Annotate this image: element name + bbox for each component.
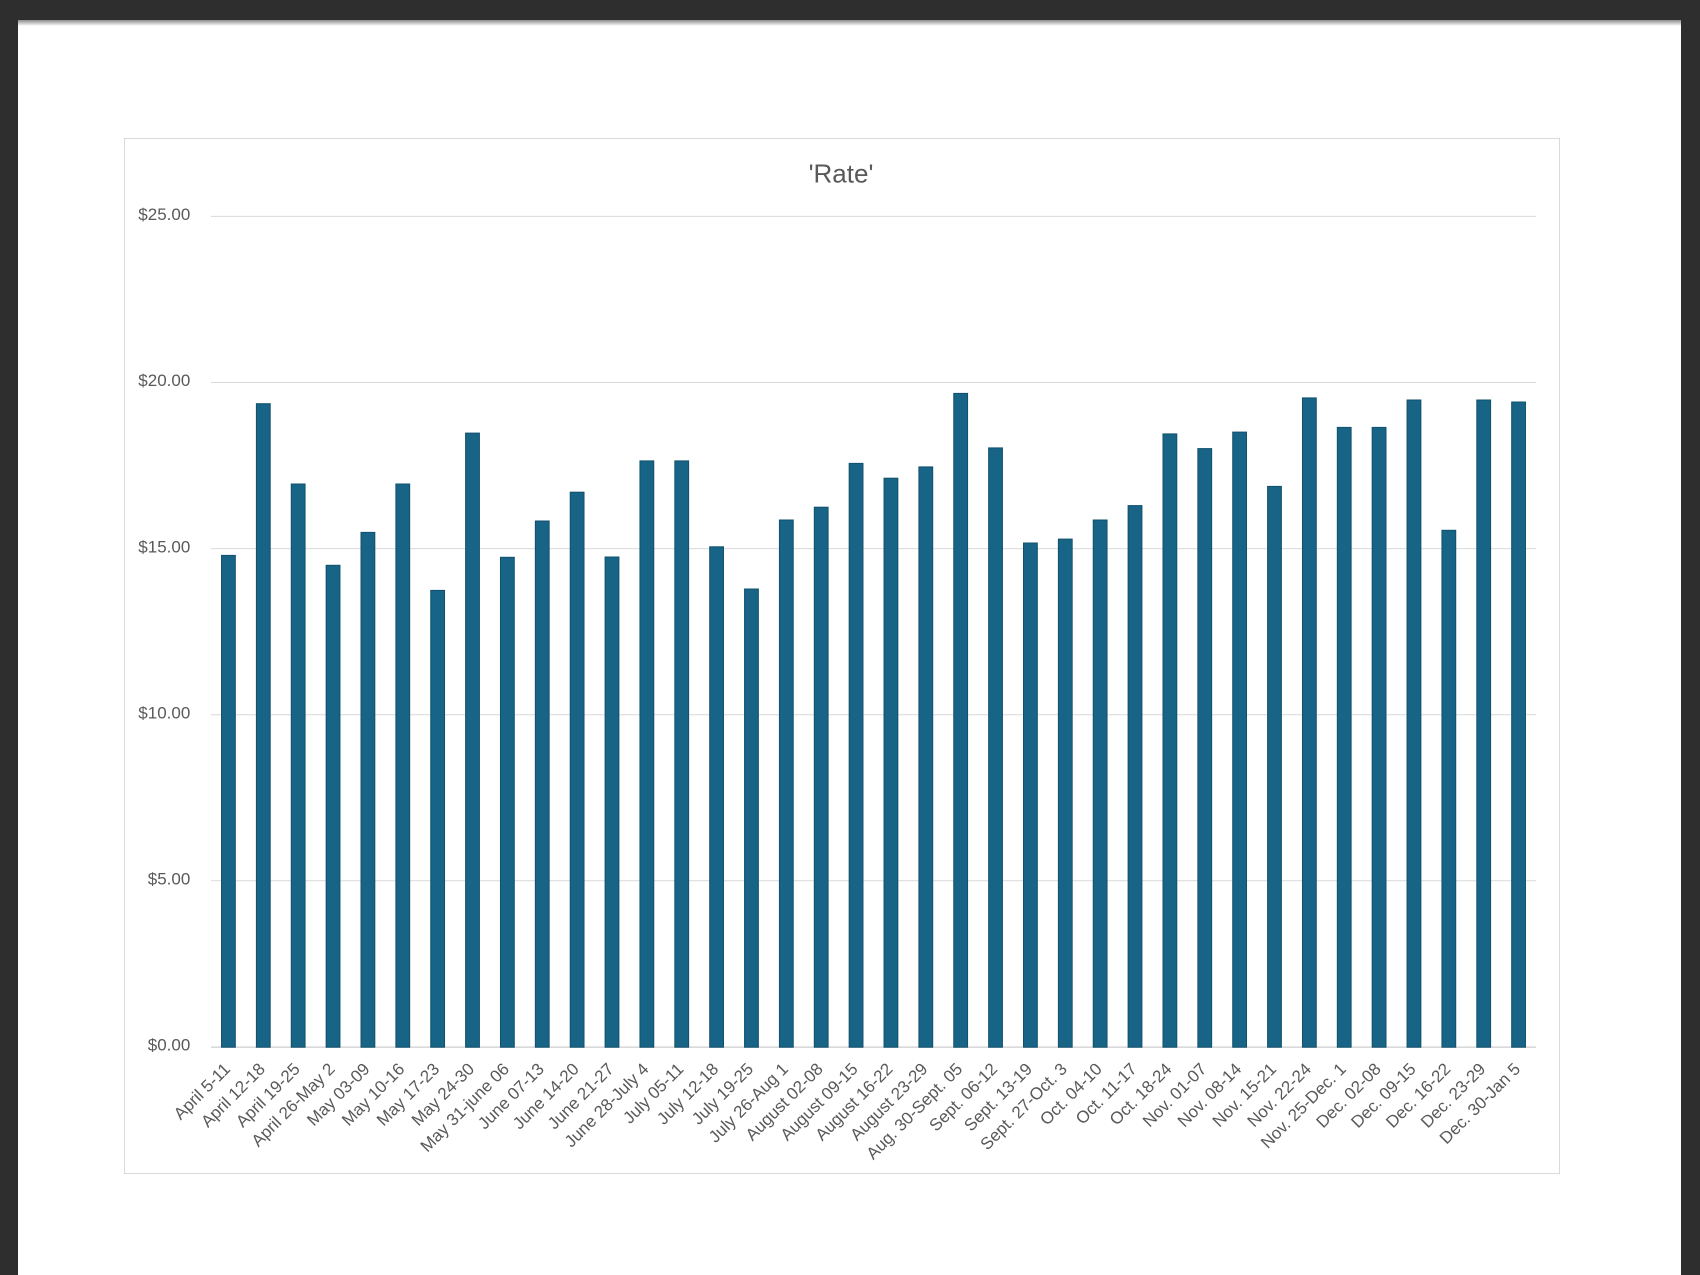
svg-text:$0.00: $0.00 xyxy=(148,1036,191,1055)
svg-text:$15.00: $15.00 xyxy=(138,537,190,556)
svg-text:$25.00: $25.00 xyxy=(138,205,190,224)
svg-text:'Rate': 'Rate' xyxy=(809,159,874,189)
svg-text:$10.00: $10.00 xyxy=(138,703,190,722)
svg-text:$20.00: $20.00 xyxy=(138,371,190,390)
svg-text:$5.00: $5.00 xyxy=(148,870,191,889)
